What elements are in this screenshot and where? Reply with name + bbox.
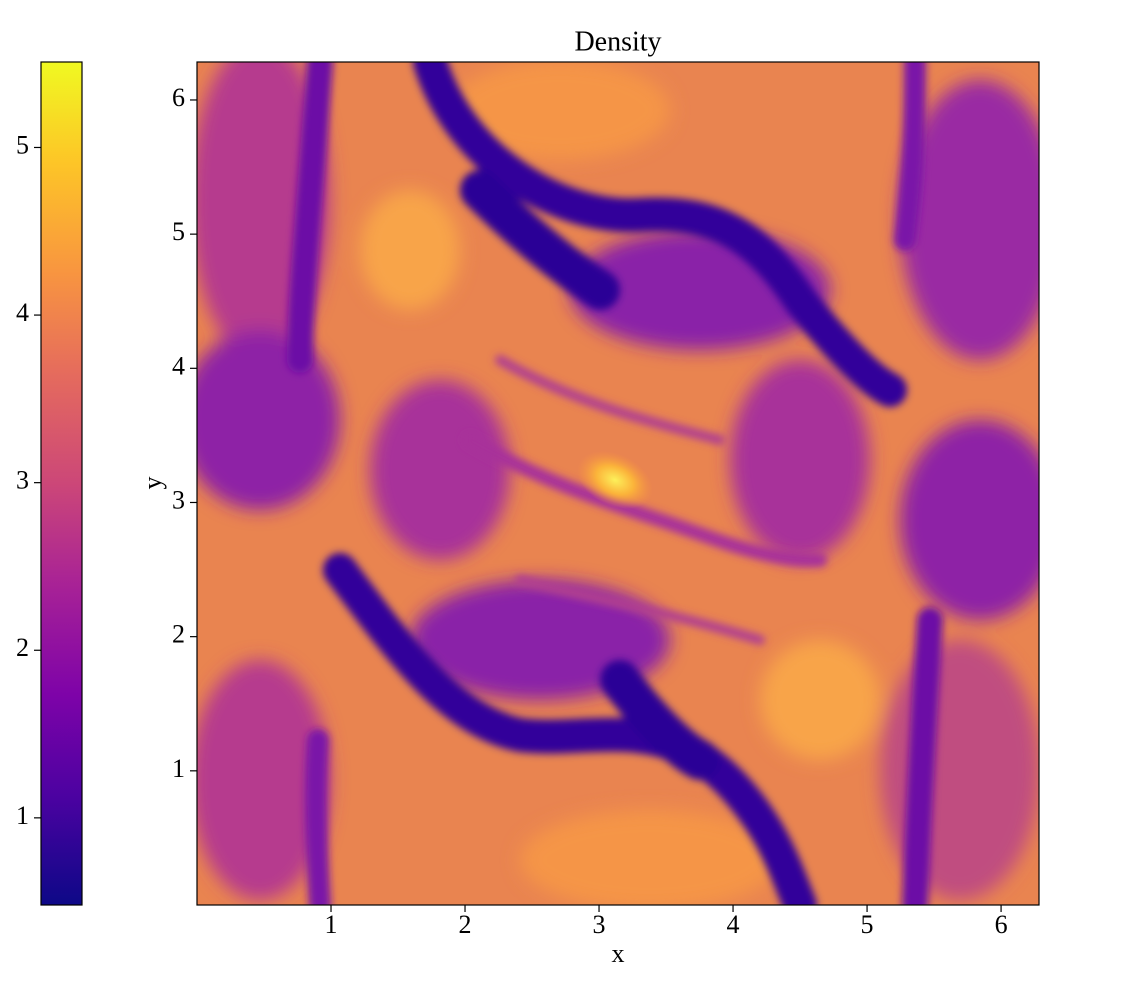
y-axis-label: y: [138, 477, 167, 490]
plot-frame: [196, 61, 1040, 906]
chart-title: Density: [574, 26, 661, 57]
y-tick-label: 3: [172, 485, 185, 514]
colorbar-tick-label: 3: [16, 466, 29, 495]
x-tick-label: 3: [593, 910, 606, 939]
density-field: [197, 62, 1039, 905]
x-tick-label: 1: [325, 910, 338, 939]
colorbar-tick-label: 2: [16, 633, 29, 662]
colorbar-tick-label: 5: [16, 130, 29, 159]
colorbar-tick-label: 4: [16, 298, 29, 327]
x-tick-label: 2: [459, 910, 472, 939]
x-axis-label: x: [612, 939, 625, 968]
colorbar: [40, 61, 83, 906]
x-tick-label: 4: [727, 910, 740, 939]
x-tick-label: 5: [861, 910, 874, 939]
y-tick-label: 1: [172, 754, 185, 783]
x-tick-label: 6: [995, 910, 1008, 939]
y-tick-label: 6: [172, 83, 185, 112]
y-tick-label: 2: [172, 620, 185, 649]
y-tick-label: 4: [172, 351, 185, 380]
y-tick-label: 5: [172, 217, 185, 246]
colorbar-tick-label: 1: [16, 801, 29, 830]
